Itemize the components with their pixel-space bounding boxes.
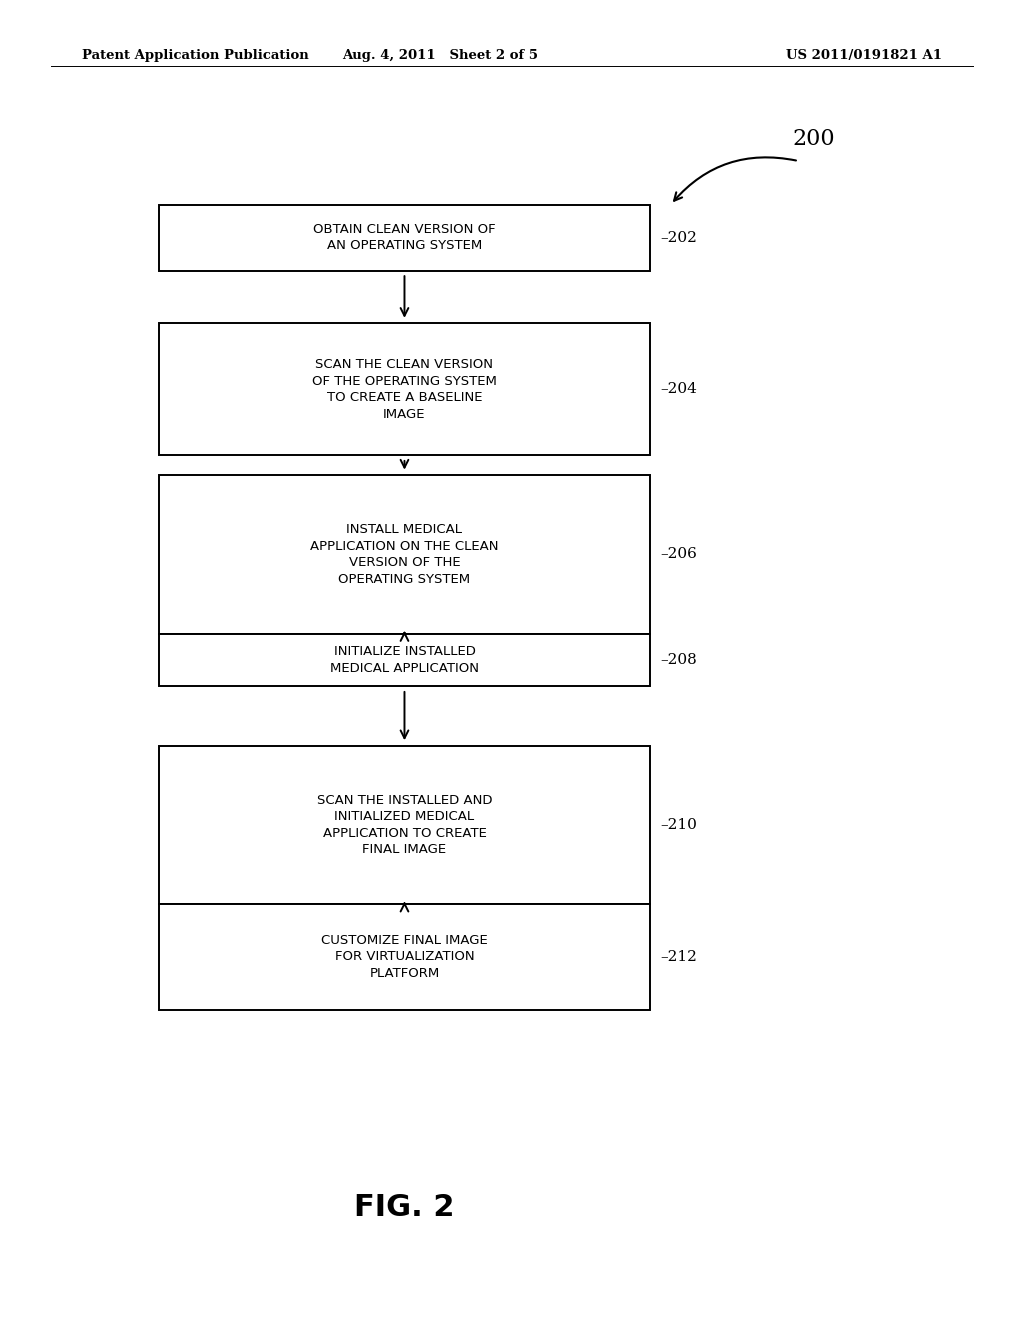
Bar [159,904,650,1010]
Text: INITIALIZE INSTALLED
MEDICAL APPLICATION: INITIALIZE INSTALLED MEDICAL APPLICATION [330,645,479,675]
Text: –202: –202 [660,231,697,244]
Text: US 2011/0191821 A1: US 2011/0191821 A1 [786,49,942,62]
Bar [159,205,650,271]
Text: CUSTOMIZE FINAL IMAGE
FOR VIRTUALIZATION
PLATFORM: CUSTOMIZE FINAL IMAGE FOR VIRTUALIZATION… [322,935,487,979]
Text: –212: –212 [660,950,697,964]
Bar [159,634,650,686]
Text: –208: –208 [660,653,697,667]
Text: INSTALL MEDICAL
APPLICATION ON THE CLEAN
VERSION OF THE
OPERATING SYSTEM: INSTALL MEDICAL APPLICATION ON THE CLEAN… [310,523,499,586]
Text: SCAN THE CLEAN VERSION
OF THE OPERATING SYSTEM
TO CREATE A BASELINE
IMAGE: SCAN THE CLEAN VERSION OF THE OPERATING … [312,358,497,421]
Text: Patent Application Publication: Patent Application Publication [82,49,308,62]
Text: –210: –210 [660,818,697,832]
Text: –204: –204 [660,383,697,396]
Text: OBTAIN CLEAN VERSION OF
AN OPERATING SYSTEM: OBTAIN CLEAN VERSION OF AN OPERATING SYS… [313,223,496,252]
Text: –206: –206 [660,548,697,561]
Bar [159,323,650,455]
Text: SCAN THE INSTALLED AND
INITIALIZED MEDICAL
APPLICATION TO CREATE
FINAL IMAGE: SCAN THE INSTALLED AND INITIALIZED MEDIC… [316,793,493,857]
Bar [159,475,650,634]
Text: Aug. 4, 2011   Sheet 2 of 5: Aug. 4, 2011 Sheet 2 of 5 [342,49,539,62]
Text: 200: 200 [793,128,836,149]
Bar [159,746,650,904]
Text: FIG. 2: FIG. 2 [354,1193,455,1222]
